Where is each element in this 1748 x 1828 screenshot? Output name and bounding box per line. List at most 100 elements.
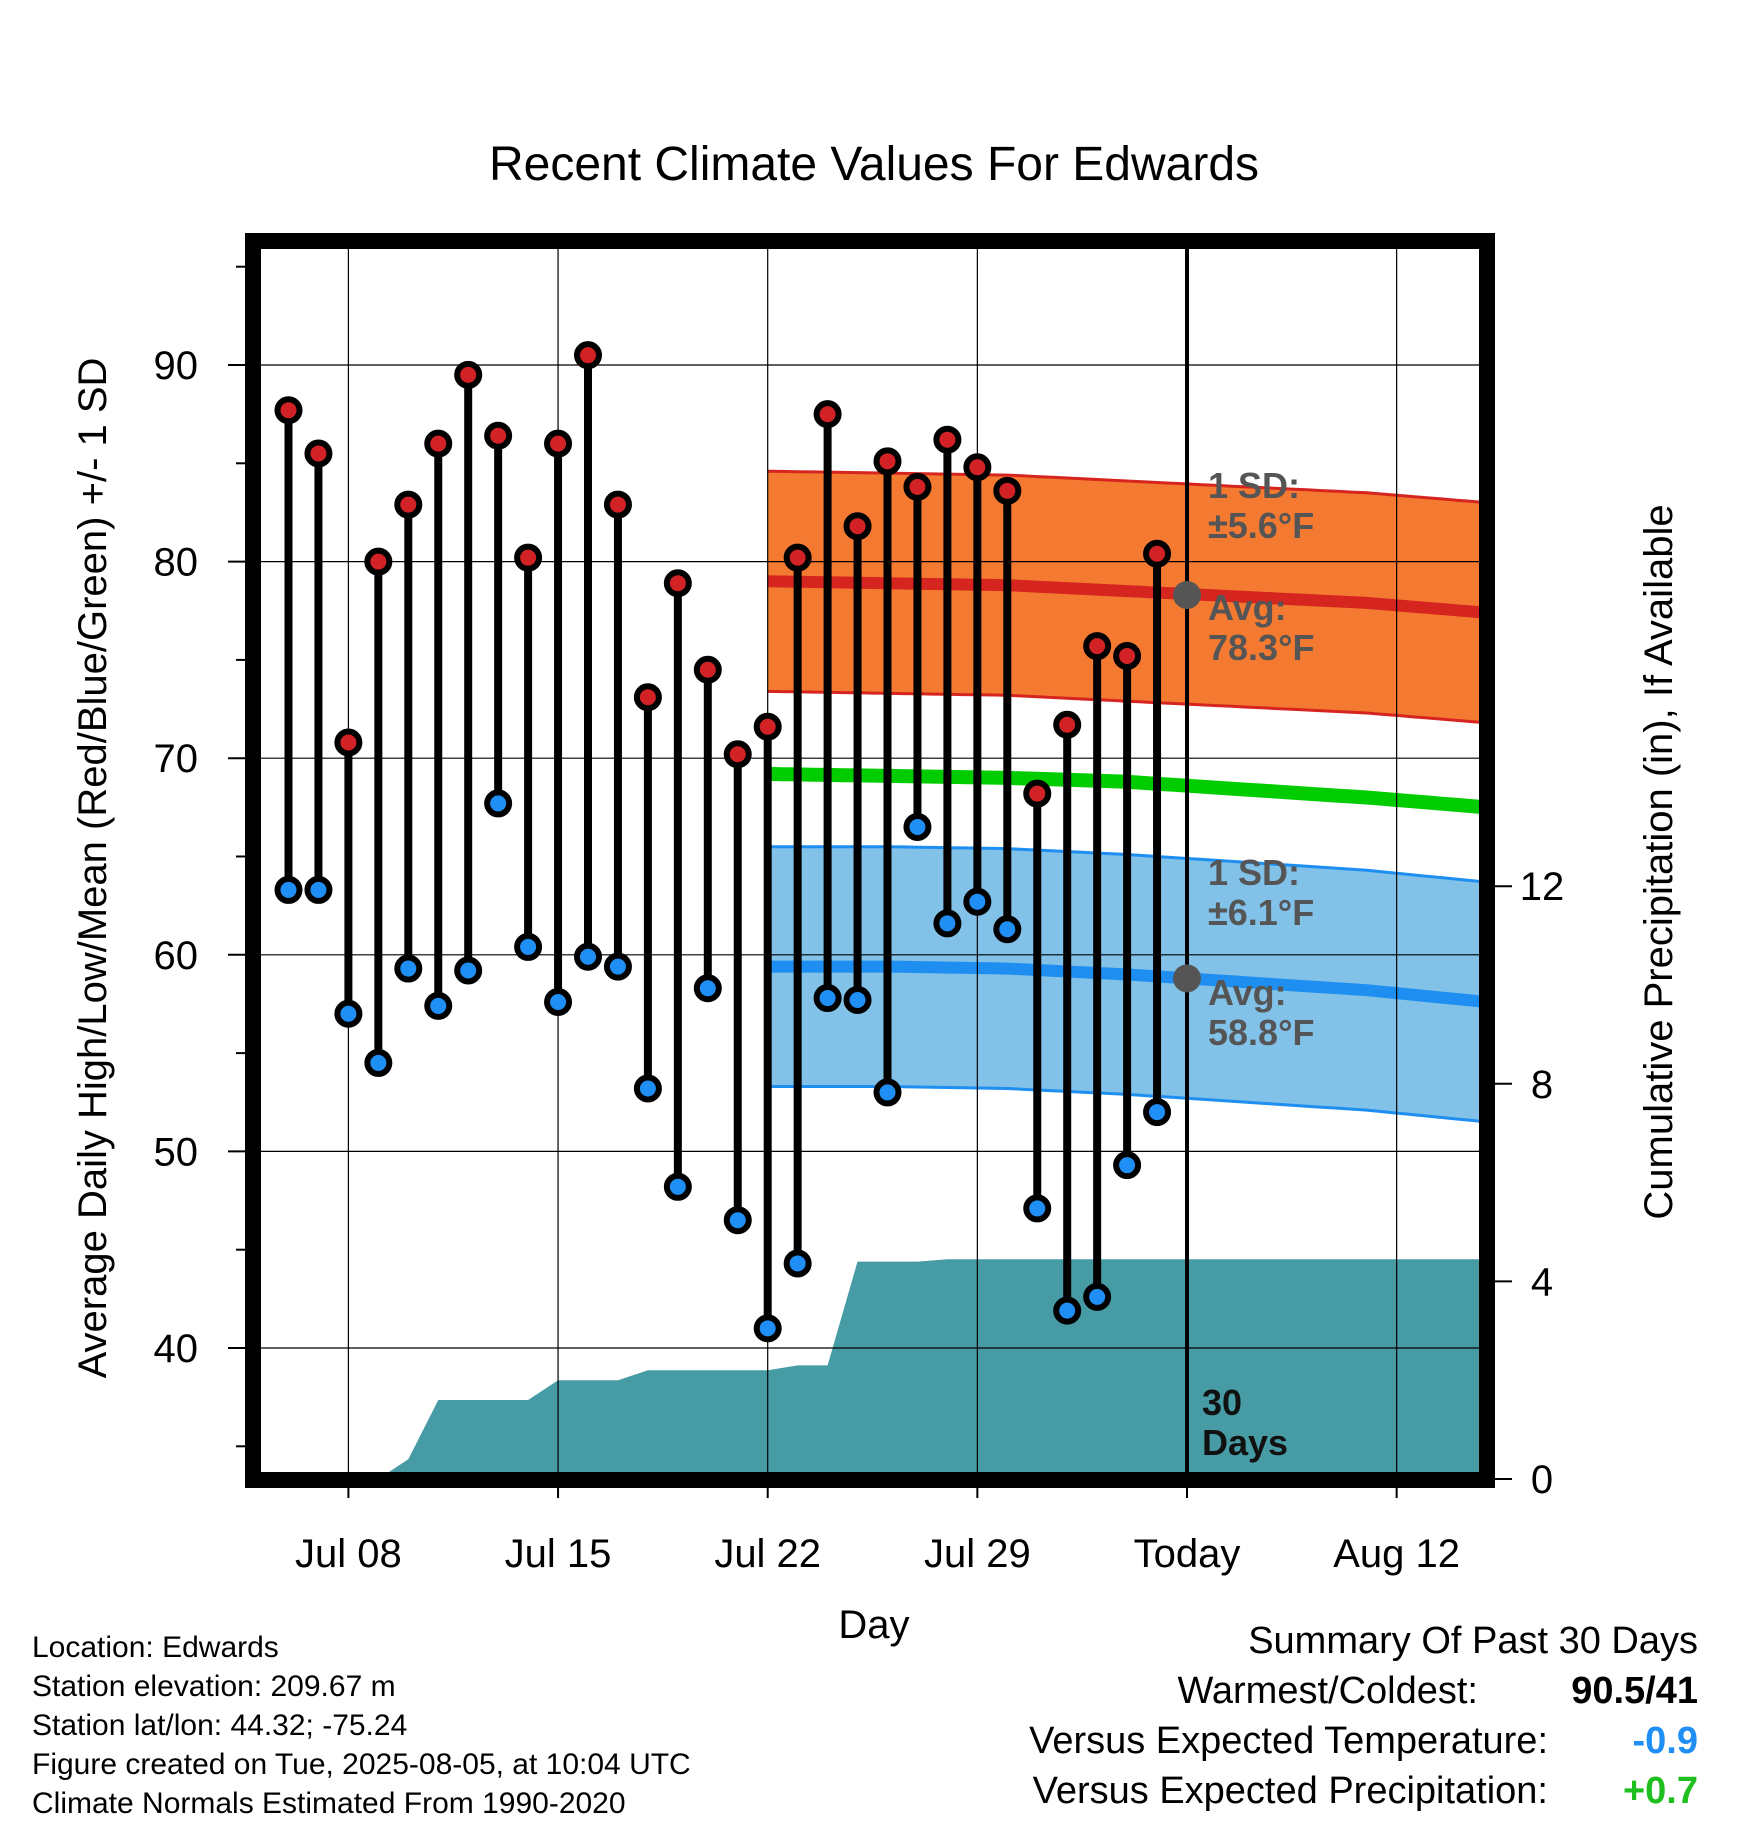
x-axis-label: Day [838,1603,909,1647]
low-avg-annotation-line: Avg: [1208,972,1287,1013]
days-label: 30 Days [1202,1382,1288,1463]
low-point [1023,1194,1052,1223]
elevation-text: Station elevation: 209.67 m [32,1670,396,1703]
low-point [693,974,722,1003]
summary-panel: Summary Of Past 30 Days Warmest/Coldest:… [1029,1620,1698,1820]
high-point [574,341,602,370]
today-low-avg-marker [1173,964,1201,993]
temp-value: -0.9 [1632,1720,1698,1762]
low-point [993,915,1022,944]
low-point [933,909,962,938]
y-tick-label: 80 [154,541,199,585]
warm-cold-value: 90.5/41 [1571,1670,1698,1712]
low-point [274,875,303,904]
y2-tick-label: 0 [1531,1458,1553,1502]
high-point [723,740,752,769]
low-point [813,984,842,1013]
low-point [454,956,483,985]
high-point [603,490,632,519]
high-point [544,429,573,458]
low-point [364,1048,393,1077]
high-point [334,728,363,757]
chart-title: Recent Climate Values For Edwards [489,138,1259,191]
low-point [633,1074,662,1103]
high-avg-annotation-line: 78.3°F [1208,627,1314,668]
low-avg-annotation-line: 58.8°F [1208,1012,1314,1053]
high-point [514,543,543,572]
high-point [394,490,423,519]
low-point [843,986,872,1015]
plot-border [245,233,1495,1488]
y2-tick-label: 8 [1531,1063,1553,1107]
low-point [1083,1282,1112,1311]
low-avg-annotation: Avg: 58.8°F [1208,972,1314,1053]
summary-temp-row: Versus Expected Temperature: -0.9 [1029,1720,1698,1770]
precip-area [388,1259,1480,1472]
low-point [514,932,543,961]
x-tick-label: Today [1134,1532,1241,1576]
high-point [424,429,453,458]
high-point [454,360,483,389]
low-point [544,987,573,1016]
y2-tick-label: 12 [1520,865,1565,909]
x-tick-label: Jul 29 [924,1532,1031,1576]
high-point [1083,632,1112,661]
high-point [783,543,812,572]
high-point [933,425,962,454]
low-point [1143,1098,1172,1127]
high-point [693,655,722,684]
y2-axis-label: Cumulative Precipitation (in), If Availa… [1637,504,1681,1219]
high-point [1053,710,1082,739]
summary-warm-cold-row: Warmest/Coldest: 90.5/41 [1029,1670,1698,1720]
high-point [1143,539,1172,568]
normals-text: Climate Normals Estimated From 1990-2020 [32,1787,626,1820]
created-text: Figure created on Tue, 2025-08-05, at 10… [32,1748,691,1781]
low-point [873,1078,902,1107]
y-tick-label: 90 [154,344,199,388]
high-avg-annotation: Avg: 78.3°F [1208,587,1314,668]
low-point [663,1172,692,1201]
low-point [603,952,632,981]
x-tick-label: Jul 22 [714,1532,821,1576]
high-point [364,547,393,576]
x-tick-label: Aug 12 [1333,1532,1460,1576]
high-point [304,439,333,468]
precip-label: Versus Expected Precipitation: [1032,1770,1548,1812]
low-point [574,942,602,971]
plot-layers [260,246,1480,1472]
low-point [424,991,453,1020]
low-point [1113,1151,1142,1180]
high-point [274,396,303,425]
high-point [663,569,692,598]
high-avg-annotation-line: Avg: [1208,587,1287,628]
low-point [1053,1296,1082,1325]
daily-bars [274,341,1172,1343]
warm-cold-label: Warmest/Coldest: [1177,1670,1478,1712]
days-label-line: 30 [1202,1382,1242,1423]
high-point [1023,779,1052,808]
high-point [813,400,842,429]
low-point [334,999,363,1028]
y2-tick-label: 4 [1531,1260,1553,1304]
high-point [903,472,932,501]
low-point [723,1206,752,1235]
low-point [304,875,333,904]
precip-value: +0.7 [1622,1770,1698,1812]
low-sd-annotation-line: 1 SD: [1208,852,1300,893]
low-point [394,954,423,983]
low-point [484,789,513,818]
low-point [753,1314,782,1343]
high-sd-annotation-line: 1 SD: [1208,465,1300,506]
high-sd-annotation-line: ±5.6°F [1208,505,1314,546]
high-point [843,512,872,541]
summary-precip-row: Versus Expected Precipitation: +0.7 [1029,1770,1698,1820]
today-high-avg-marker [1173,581,1201,610]
y-tick-label: 60 [154,934,199,978]
summary-title: Summary Of Past 30 Days [1248,1620,1698,1662]
low-point [903,813,932,842]
y-tick-label: 40 [154,1327,199,1371]
low-sd-annotation: 1 SD: ±6.1°F [1208,852,1314,933]
x-tick-label: Jul 15 [505,1532,612,1576]
station-info: Location: Edwards Station elevation: 209… [32,1628,691,1823]
